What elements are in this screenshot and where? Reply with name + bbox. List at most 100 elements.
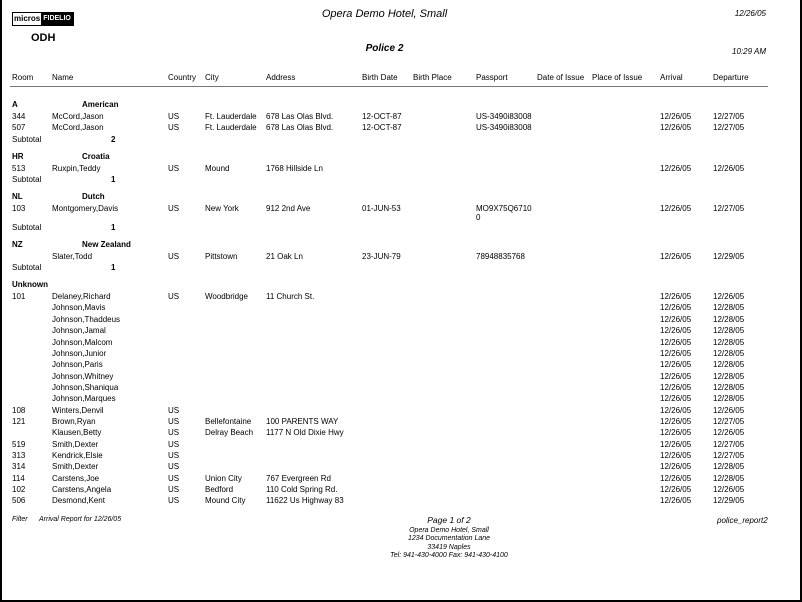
cell-country: US bbox=[168, 123, 180, 133]
cell-name: McCord,Jason bbox=[52, 123, 104, 133]
cell-departure: 12/27/05 bbox=[713, 450, 745, 460]
cell-country: US bbox=[168, 203, 180, 213]
column-header-name: Name bbox=[52, 73, 74, 82]
cell-name: Johnson,Jamal bbox=[52, 326, 106, 336]
cell-address: 678 Las Olas Blvd. bbox=[266, 123, 334, 133]
cell-arrival: 12/26/05 bbox=[660, 337, 692, 347]
cell-room: 108 bbox=[12, 405, 26, 415]
cell-name: Johnson,Thaddeus bbox=[52, 314, 121, 324]
cell-name: Johnson,Shaniqua bbox=[52, 382, 119, 392]
cell-name: Carstens,Joe bbox=[52, 473, 100, 483]
column-header-passport: Passport bbox=[476, 73, 508, 82]
cell-departure: 12/28/05 bbox=[713, 462, 745, 472]
cell-room: 314 bbox=[12, 462, 26, 472]
cell-address: 11 Church St. bbox=[266, 292, 315, 302]
column-header-room: Room bbox=[12, 73, 34, 82]
report-title: Police 2 bbox=[365, 43, 404, 54]
cell-arrival: 12/26/05 bbox=[660, 484, 692, 494]
cell-departure: 12/27/05 bbox=[713, 203, 745, 213]
cell-city: Mound City bbox=[205, 496, 246, 506]
cell-address: 1177 N Old Dixie Hwy bbox=[266, 428, 344, 438]
address-line: 1234 Documentation Lane bbox=[407, 535, 491, 543]
cell-arrival: 12/26/05 bbox=[660, 450, 692, 460]
cell-city: Bellefontaine bbox=[205, 416, 252, 426]
cell-country: US bbox=[168, 251, 180, 261]
group-code: HR bbox=[12, 151, 24, 161]
cell-city: Ft. Lauderdale bbox=[205, 123, 257, 133]
table-row: Johnson,Thaddeus 12/26/05 12/28/05 bbox=[2, 314, 782, 325]
page-number: Page 1 of 2 bbox=[427, 515, 471, 525]
cell-name: Johnson,Paris bbox=[52, 360, 103, 370]
cell-departure: 12/28/05 bbox=[713, 382, 745, 392]
cell-country: US bbox=[168, 112, 180, 121]
cell-passport-continued: 0 bbox=[476, 212, 481, 222]
table-row: 506 Desmond,Kent US Mound City 11622 Us High… bbox=[2, 495, 782, 506]
subtotal-count: 1 bbox=[111, 263, 116, 273]
column-header-city: City bbox=[205, 73, 219, 82]
report-name: police_report2 bbox=[717, 516, 768, 525]
cell-arrival: 12/26/05 bbox=[660, 394, 692, 404]
table-row: 513 Ruxpin,Teddy US Mound 1768 Hillside Ln 12… bbox=[2, 163, 782, 174]
cell-name: Winters,Denvil bbox=[52, 405, 104, 415]
cell-name: Slater,Todd bbox=[52, 251, 93, 261]
table-row: Slater,Todd US Pittstown 21 Oak Ln 23-JUN-79… bbox=[2, 251, 782, 262]
cell-name: Smith,Dexter bbox=[52, 439, 99, 449]
cell-departure: 12/27/05 bbox=[713, 123, 745, 133]
cell-arrival: 12/26/05 bbox=[660, 496, 692, 506]
group-code: Unknown bbox=[12, 280, 48, 290]
cell-departure: 12/28/05 bbox=[713, 371, 745, 381]
cell-departure: 12/29/05 bbox=[713, 251, 745, 261]
cell-name: Johnson,Whitney bbox=[52, 371, 114, 381]
table-row: 108 Winters,Denvil US 12/26/05 12/26/05 bbox=[2, 405, 782, 416]
cell-address: 100 PARENTS WAY bbox=[266, 416, 339, 426]
cell-name: Montgomery,Davis bbox=[52, 203, 119, 213]
cell-arrival: 12/26/05 bbox=[660, 303, 692, 313]
cell-country: US bbox=[168, 292, 180, 302]
cell-name: Johnson,Mavis bbox=[52, 303, 106, 313]
address-line: Opera Demo Hotel, Small bbox=[409, 527, 489, 534]
subtotal-row: Subtotal 2 bbox=[2, 134, 782, 145]
cell-departure: 12/28/05 bbox=[713, 348, 745, 358]
cell-arrival: 12/26/05 bbox=[660, 360, 692, 370]
subtotal-label: Subtotal bbox=[12, 134, 42, 144]
table-row: Johnson,Mavis 12/26/05 12/28/05 bbox=[2, 302, 782, 313]
cell-room: 103 bbox=[12, 203, 26, 213]
table-row: 313 Kendrick,Elsie US 12/26/05 12/27/05 bbox=[2, 450, 782, 461]
cell-arrival: 12/26/05 bbox=[660, 428, 692, 438]
group-name: New Zealand bbox=[82, 239, 131, 249]
cell-arrival: 12/26/05 bbox=[660, 203, 692, 213]
table-row: Johnson,Malcom 12/26/05 12/28/05 bbox=[2, 337, 782, 348]
cell-city: Delray Beach bbox=[205, 428, 254, 438]
cell-departure: 12/29/05 bbox=[713, 496, 745, 506]
table-row: Johnson,Jamal 12/26/05 12/28/05 bbox=[2, 325, 782, 336]
cell-arrival: 12/26/05 bbox=[660, 348, 692, 358]
cell-departure: 12/26/05 bbox=[713, 405, 745, 415]
cell-passport: 78948835768 bbox=[476, 251, 525, 261]
table-row: 103 Montgomery,Davis US New York 912 2nd Ave… bbox=[2, 203, 782, 222]
cell-arrival: 12/26/05 bbox=[660, 371, 692, 381]
cell-room: 507 bbox=[12, 123, 26, 133]
cell-country: US bbox=[168, 163, 180, 173]
cell-country: US bbox=[168, 405, 180, 415]
group-header: A American bbox=[2, 98, 782, 111]
cell-country: US bbox=[168, 496, 180, 506]
table-row: 314 Smith,Dexter US 12/26/05 12/28/05 bbox=[2, 461, 782, 472]
address-line: 33419 Naples bbox=[427, 543, 471, 551]
group-header: NZ New Zealand bbox=[2, 238, 782, 251]
subtotal-count: 1 bbox=[111, 222, 116, 232]
cell-departure: 12/26/05 bbox=[713, 163, 745, 173]
column-header-date-of-issue: Date of Issue bbox=[537, 73, 585, 82]
group-name: Dutch bbox=[82, 191, 105, 201]
cell-departure: 12/28/05 bbox=[713, 303, 745, 313]
cell-birth-date: 12-OCT-87 bbox=[362, 123, 402, 133]
subtotal-label: Subtotal bbox=[12, 263, 42, 273]
subtotal-row: Subtotal 1 bbox=[2, 262, 782, 273]
table-row: Johnson,Whitney 12/26/05 12/28/05 bbox=[2, 371, 782, 382]
cell-departure: 12/26/05 bbox=[713, 428, 745, 438]
cell-arrival: 12/26/05 bbox=[660, 123, 692, 133]
column-header-address: Address bbox=[266, 73, 296, 82]
group-code: A bbox=[12, 100, 18, 109]
cell-room: 513 bbox=[12, 163, 26, 173]
table-row: Johnson,Paris 12/26/05 12/28/05 bbox=[2, 359, 782, 370]
cell-country: US bbox=[168, 450, 180, 460]
